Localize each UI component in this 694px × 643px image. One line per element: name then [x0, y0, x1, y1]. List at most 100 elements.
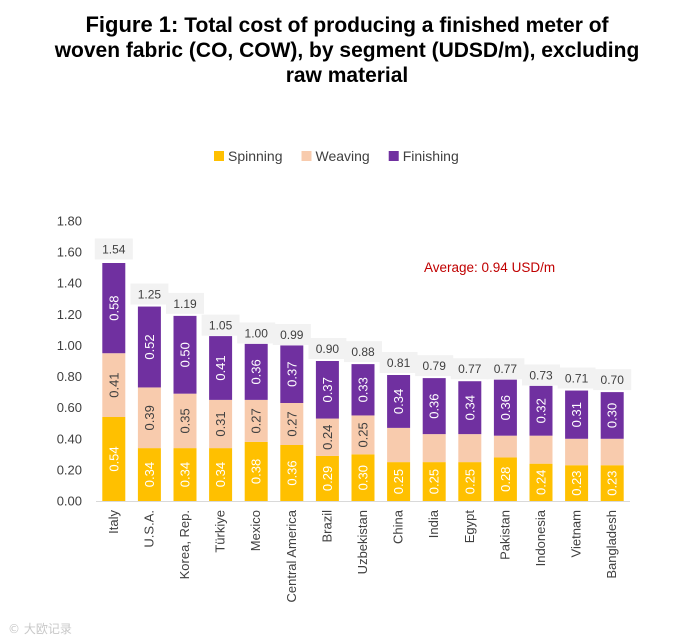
- chart-title: Figure 1: Total cost of producing a fini…: [0, 12, 694, 88]
- x-tick-label: Brazil: [319, 510, 334, 543]
- data-label-spinning: 0.54: [106, 446, 121, 471]
- data-label-finishing: 0.34: [462, 395, 477, 420]
- y-tick-label: 1.40: [57, 276, 82, 291]
- total-label: 0.79: [423, 359, 447, 373]
- bar-segment-weaving: [173, 393, 197, 449]
- x-tick-label: Italy: [106, 510, 121, 534]
- total-label: 1.00: [245, 326, 269, 340]
- bar-segment-spinning: [529, 463, 553, 501]
- data-label-finishing: 0.30: [605, 403, 620, 428]
- data-label-spinning: 0.25: [391, 469, 406, 494]
- data-label-spinning: 0.36: [284, 460, 299, 485]
- data-label-spinning: 0.25: [427, 469, 442, 494]
- bar-segment-finishing: [529, 385, 553, 436]
- bar-segment-finishing: [244, 343, 268, 400]
- total-label-box: [308, 338, 347, 359]
- x-tick-label: India: [426, 509, 441, 538]
- total-label-box: [557, 367, 596, 389]
- x-tick-label: Central America: [284, 509, 299, 602]
- total-label: 1.19: [173, 297, 197, 311]
- total-label: 0.99: [280, 328, 304, 342]
- bar-segment-spinning: [351, 454, 375, 501]
- data-label-spinning: 0.30: [356, 465, 371, 490]
- data-label-finishing: 0.37: [320, 377, 335, 402]
- bar-segment-spinning: [244, 441, 268, 501]
- bar-segment-finishing: [458, 381, 482, 435]
- bar-segment-spinning: [209, 448, 233, 501]
- data-label-spinning: 0.23: [605, 470, 620, 495]
- total-label: 0.70: [601, 373, 625, 387]
- watermark: © 大欧记录: [8, 622, 72, 636]
- total-label-box: [450, 358, 489, 380]
- y-tick-label: 0.20: [57, 462, 82, 477]
- data-label-finishing: 0.52: [142, 334, 157, 359]
- data-label-finishing: 0.36: [249, 359, 264, 384]
- y-tick-label: 0.40: [57, 431, 82, 446]
- bar-segment-finishing: [600, 392, 624, 439]
- bar-segment-finishing: [280, 345, 304, 403]
- data-label-spinning: 0.34: [142, 462, 157, 487]
- x-tick-label: Indonesia: [533, 509, 548, 566]
- data-label-finishing: 0.32: [534, 398, 549, 423]
- bar-segment-weaving: [600, 438, 624, 466]
- total-label-box: [379, 352, 418, 373]
- bar-segment-spinning: [422, 462, 446, 501]
- legend-label-finishing: Finishing: [403, 148, 459, 164]
- data-label-weaving: 0.27: [249, 408, 264, 433]
- data-label-finishing: 0.31: [569, 402, 584, 427]
- bar-segment-weaving: [102, 353, 126, 417]
- bar-segment-finishing: [565, 390, 589, 439]
- data-label-finishing: 0.34: [391, 389, 406, 414]
- bar-segment-finishing: [173, 315, 197, 394]
- total-label-box: [522, 364, 560, 386]
- total-label: 0.90: [316, 342, 340, 356]
- bar-segment-finishing: [387, 375, 411, 428]
- bar-segment-spinning: [600, 465, 624, 501]
- average-annotation: Average: 0.94 USD/m: [424, 260, 555, 275]
- bar-segment-spinning: [280, 445, 304, 501]
- data-label-finishing: 0.33: [356, 377, 371, 402]
- bar-segment-weaving: [529, 435, 553, 464]
- total-label: 0.77: [494, 362, 518, 376]
- total-label: 1.25: [138, 288, 162, 302]
- data-label-finishing: 0.50: [178, 342, 193, 367]
- y-tick-label: 1.60: [57, 245, 82, 260]
- bar-segment-weaving: [137, 387, 161, 449]
- data-label-spinning: 0.24: [534, 470, 549, 495]
- data-label-weaving: 0.39: [142, 405, 157, 430]
- total-label: 0.77: [458, 362, 482, 376]
- x-tick-label: Vietnam: [569, 510, 584, 557]
- data-label-weaving: 0.27: [284, 411, 299, 436]
- bar-segment-finishing: [422, 378, 446, 435]
- y-tick-label: 0.00: [57, 494, 82, 509]
- data-label-spinning: 0.29: [320, 466, 335, 491]
- bar-segment-weaving: [315, 418, 339, 456]
- total-label-box: [201, 314, 240, 336]
- x-tick-label: Korea, Rep.: [177, 510, 192, 579]
- y-tick-label: 1.00: [57, 338, 82, 353]
- data-label-finishing: 0.36: [427, 393, 442, 418]
- data-label-weaving: 0.25: [356, 422, 371, 447]
- x-tick-label: Türkiye: [213, 510, 228, 553]
- legend-swatch-weaving: [301, 151, 312, 161]
- legend-swatch-spinning: [214, 151, 224, 161]
- bar-segment-spinning: [137, 448, 161, 501]
- y-tick-label: 1.20: [57, 307, 82, 322]
- data-label-spinning: 0.34: [178, 462, 193, 487]
- data-label-spinning: 0.34: [213, 462, 228, 487]
- bar-segment-weaving: [209, 399, 233, 449]
- bar-segment-finishing: [209, 336, 233, 400]
- total-label-box: [272, 324, 311, 345]
- y-tick-label: 1.80: [57, 214, 82, 229]
- bar-segment-weaving: [458, 434, 482, 463]
- legend-swatch-finishing: [388, 151, 399, 161]
- bar-segment-weaving: [387, 427, 411, 463]
- bar-segment-spinning: [493, 457, 517, 501]
- legend-label-spinning: Spinning: [228, 148, 283, 164]
- data-label-spinning: 0.28: [498, 467, 513, 492]
- bar-segment-weaving: [493, 435, 517, 458]
- data-label-weaving: 0.41: [106, 372, 121, 397]
- total-label-box: [130, 283, 169, 305]
- total-label: 0.73: [529, 368, 553, 382]
